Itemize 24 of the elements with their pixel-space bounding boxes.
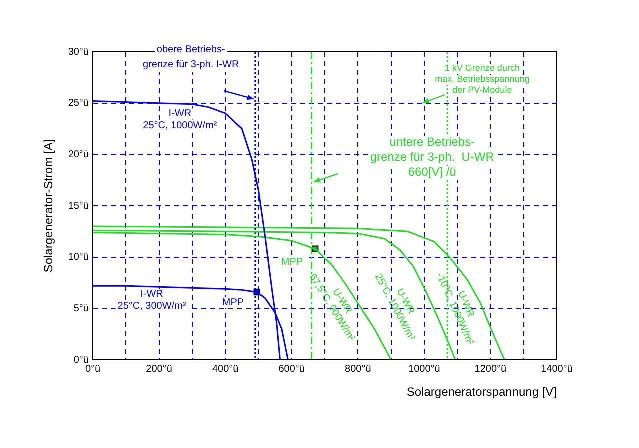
y-tick-label: 25°ü [68, 98, 89, 110]
x-tick-label: 1000°ü [408, 364, 440, 375]
y-tick-label: 20°ü [68, 149, 89, 160]
x-tick-label: 1200°ü [474, 364, 507, 375]
annotation: I-WR 25°C, 1000W/m² [143, 108, 218, 132]
y-tick-label: 0°ü [74, 354, 89, 366]
annotation: obere Betriebs- grenze für 3-ph. I-WR [143, 44, 240, 70]
x-tick-label: 400°ü [212, 364, 239, 375]
annotation: 1 kV Grenze durch max. Betriebsspannung der PV-Module [435, 63, 530, 96]
y-axis-title: Solargenerator-Strom [A] [42, 139, 56, 273]
x-tick-label: 0°ü [85, 364, 101, 375]
x-tick-label: 600°ü [278, 364, 305, 375]
y-tick-label: 15°ü [68, 200, 89, 212]
x-tick-label: 200°ü [146, 364, 172, 375]
annotation: untere Betriebs- grenze für 3-ph. U-WR 660[V] /ü [370, 135, 495, 180]
annotation: I-WR 25°C, 300W/m² [118, 289, 187, 312]
annotation: MPP [281, 257, 304, 268]
y-tick-label: 10°ü [68, 252, 89, 264]
y-tick-label: 5°ü [74, 303, 89, 314]
x-tick-label: 1400°ü [541, 364, 573, 375]
y-tick-label: 30°ü [68, 46, 89, 58]
x-axis-title: Solargeneratorspannung [V] [406, 385, 557, 400]
annotation: MPP [222, 297, 244, 308]
x-tick-label: 800°ü [345, 364, 372, 375]
